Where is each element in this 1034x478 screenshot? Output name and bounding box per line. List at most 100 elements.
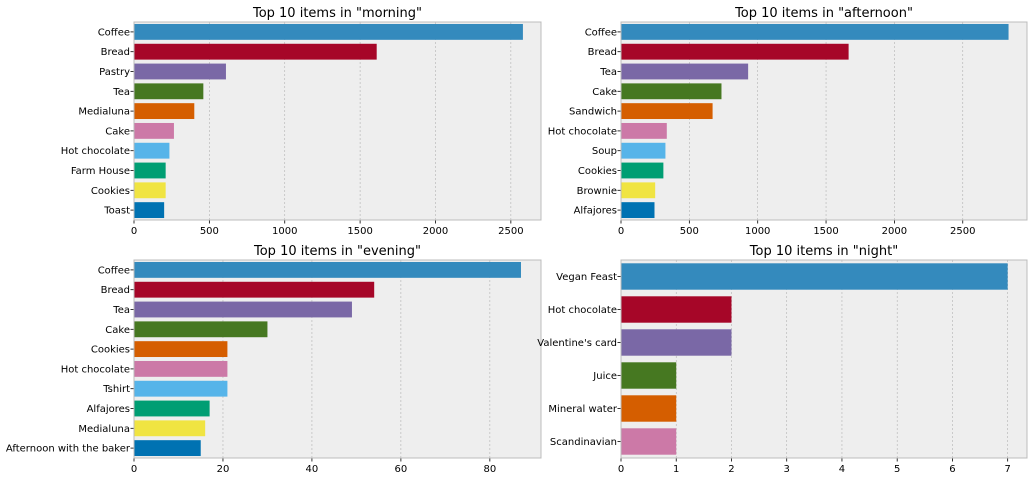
y-tick-label: Hot chocolate — [61, 364, 130, 375]
y-tick-label: Bread — [101, 285, 130, 296]
y-tick-label: Mineral water — [548, 404, 617, 415]
y-tick-label: Cake — [105, 325, 130, 336]
x-tick-label: 2500 — [498, 226, 523, 237]
y-tick-label: Cookies — [91, 186, 130, 197]
bar-hot-chocolate — [134, 360, 228, 377]
x-tick-label: 0 — [131, 226, 137, 237]
bar-farm-house — [134, 162, 166, 179]
y-tick-label: Cake — [105, 126, 130, 137]
y-tick-label: Coffee — [98, 265, 130, 276]
x-tick-label: 2000 — [882, 226, 907, 237]
axes-frame — [620, 21, 1028, 221]
bar-cookies — [621, 162, 664, 179]
x-tick-label: 60 — [395, 464, 408, 475]
axes-frame — [620, 259, 1028, 459]
x-tick-label: 0 — [131, 464, 137, 475]
y-tick-label: Valentine's card — [537, 338, 617, 349]
y-tick-label: Hot chocolate — [548, 126, 617, 137]
y-tick-label: Juice — [592, 371, 617, 382]
bar-valentine-s-card — [621, 329, 732, 356]
x-tick-label: 2000 — [423, 226, 448, 237]
bar-mineral-water — [621, 395, 677, 422]
y-tick-label: Afternoon with the baker — [6, 444, 131, 455]
bar-coffee — [621, 23, 1009, 40]
x-tick-label: 500 — [680, 226, 699, 237]
x-tick-label: 2 — [728, 464, 734, 475]
chart-panel-4: Vegan Feast Hot chocolate Valentine's card… — [537, 244, 1028, 475]
y-tick-label: Alfajores — [574, 206, 617, 217]
chart-title: Top 10 items in "night" — [749, 244, 898, 259]
bar-cookies — [134, 182, 166, 199]
x-tick-label: 20 — [217, 464, 230, 475]
y-tick-label: Farm House — [71, 166, 130, 177]
bar-afternoon-with-the-baker — [134, 440, 201, 457]
chart-title: Top 10 items in "morning" — [252, 6, 422, 21]
chart-title: Top 10 items in "afternoon" — [734, 6, 913, 21]
x-tick-label: 7 — [1004, 464, 1010, 475]
y-tick-label: Hot chocolate — [548, 305, 617, 316]
x-tick-label: 6 — [949, 464, 955, 475]
bar-juice — [621, 362, 677, 389]
y-tick-label: Cookies — [91, 345, 130, 356]
bar-tea — [621, 63, 749, 80]
bar-scandinavian — [621, 428, 677, 455]
bar-bread — [134, 281, 375, 298]
bar-cake — [134, 321, 268, 338]
x-tick-label: 5 — [894, 464, 900, 475]
chart-panel-2: Coffee Bread Tea Cake Sandwich Hot chocolate S… — [548, 6, 1028, 237]
bar-hot-chocolate — [134, 142, 170, 159]
bar-bread — [134, 43, 377, 60]
bar-coffee — [134, 261, 521, 278]
chart-panel-1: Coffee Bread Pastry Tea Medialuna Cake Hot cho… — [61, 6, 542, 237]
bar-tshirt — [134, 380, 228, 397]
x-tick-label: 80 — [483, 464, 496, 475]
y-tick-label: Scandinavian — [550, 437, 617, 448]
axes-frame — [133, 259, 542, 459]
bar-sandwich — [621, 103, 713, 120]
y-tick-label: Medialuna — [78, 424, 130, 435]
y-tick-label: Soup — [592, 146, 617, 157]
y-tick-label: Tshirt — [102, 384, 130, 395]
y-tick-label: Bread — [588, 47, 617, 58]
bar-tea — [134, 83, 204, 100]
x-tick-label: 0 — [618, 464, 624, 475]
chart-panel-3: Coffee Bread Tea Cake Cookies Hot chocolate Ts… — [6, 244, 542, 475]
y-tick-label: Bread — [101, 47, 130, 58]
y-tick-label: Alfajores — [87, 404, 130, 415]
bar-vegan-feast — [621, 263, 1008, 290]
x-tick-label: 3 — [784, 464, 790, 475]
axes-background — [621, 260, 1027, 458]
y-tick-label: Tea — [112, 305, 130, 316]
x-tick-label: 500 — [200, 226, 219, 237]
y-tick-label: Cookies — [578, 166, 617, 177]
bar-medialuna — [134, 103, 195, 120]
y-tick-label: Medialuna — [78, 107, 130, 118]
bar-cake — [621, 83, 722, 100]
y-tick-label: Coffee — [585, 27, 617, 38]
bar-hot-chocolate — [621, 296, 732, 323]
y-tick-label: Tea — [112, 87, 130, 98]
x-tick-label: 1 — [673, 464, 679, 475]
bar-tea — [134, 301, 352, 318]
y-tick-label: Vegan Feast — [556, 272, 617, 283]
x-tick-label: 0 — [618, 226, 624, 237]
y-tick-label: Hot chocolate — [61, 146, 130, 157]
y-tick-label: Tea — [599, 67, 617, 78]
x-tick-label: 1000 — [745, 226, 770, 237]
bar-alfajores — [621, 202, 655, 219]
bar-coffee — [134, 23, 523, 40]
bar-cake — [134, 122, 174, 139]
axes-frame — [133, 21, 542, 221]
x-tick-label: 1000 — [272, 226, 297, 237]
y-tick-label: Sandwich — [569, 107, 617, 118]
x-tick-label: 2500 — [950, 226, 975, 237]
y-tick-label: Brownie — [577, 186, 617, 197]
x-tick-label: 1500 — [813, 226, 838, 237]
x-tick-label: 40 — [306, 464, 319, 475]
y-tick-label: Toast — [103, 206, 130, 217]
y-tick-label: Pastry — [99, 67, 130, 78]
bar-cookies — [134, 341, 228, 358]
bar-brownie — [621, 182, 656, 199]
bar-soup — [621, 142, 666, 159]
